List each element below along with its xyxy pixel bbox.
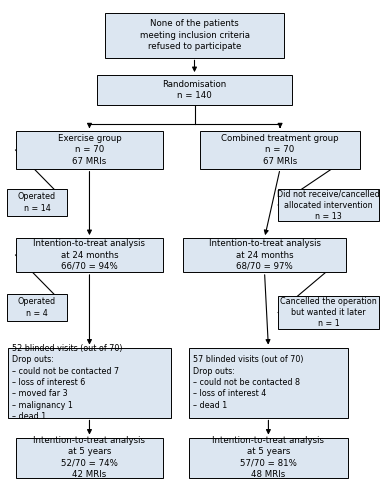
Text: Intention-to-treat analysis
at 24 months
68/70 = 97%: Intention-to-treat analysis at 24 months… [209, 239, 321, 271]
Text: Operated
n = 4: Operated n = 4 [18, 298, 56, 318]
FancyBboxPatch shape [16, 238, 163, 272]
FancyBboxPatch shape [278, 296, 379, 329]
Text: Cancelled the operation
but wanted it later
n = 1: Cancelled the operation but wanted it la… [280, 296, 377, 328]
FancyBboxPatch shape [97, 75, 292, 105]
Text: 57 blinded visits (out of 70)
Drop outs:
– could not be contacted 8
– loss of in: 57 blinded visits (out of 70) Drop outs:… [193, 355, 304, 410]
Text: Operated
n = 14: Operated n = 14 [18, 192, 56, 212]
Text: None of the patients
meeting inclusion criteria
refused to participate: None of the patients meeting inclusion c… [140, 19, 249, 51]
Text: Intention-to-treat analysis
at 24 months
66/70 = 94%: Intention-to-treat analysis at 24 months… [33, 239, 145, 271]
Text: Intention-to-treat analysis
at 5 years
57/70 = 81%
48 MRIs: Intention-to-treat analysis at 5 years 5… [212, 436, 324, 479]
Text: Combined treatment group
n = 70
67 MRIs: Combined treatment group n = 70 67 MRIs [221, 134, 339, 166]
FancyBboxPatch shape [16, 132, 163, 169]
FancyBboxPatch shape [189, 438, 348, 478]
FancyBboxPatch shape [278, 188, 379, 221]
FancyBboxPatch shape [183, 238, 346, 272]
FancyBboxPatch shape [105, 12, 284, 58]
Text: Randomisation
n = 140: Randomisation n = 140 [162, 80, 227, 100]
Text: Exercise group
n = 70
67 MRIs: Exercise group n = 70 67 MRIs [58, 134, 121, 166]
Text: Intention-to-treat analysis
at 5 years
52/70 = 74%
42 MRIs: Intention-to-treat analysis at 5 years 5… [33, 436, 145, 479]
FancyBboxPatch shape [200, 132, 360, 169]
Text: Did not receive/cancelled
allocated intervention
n = 13: Did not receive/cancelled allocated inte… [277, 189, 380, 221]
FancyBboxPatch shape [7, 188, 67, 216]
FancyBboxPatch shape [7, 294, 67, 322]
Text: 52 blinded visits (out of 70)
Drop outs:
– could not be contacted 7
– loss of in: 52 blinded visits (out of 70) Drop outs:… [12, 344, 123, 421]
FancyBboxPatch shape [16, 438, 163, 478]
FancyBboxPatch shape [8, 348, 171, 418]
FancyBboxPatch shape [189, 348, 348, 418]
